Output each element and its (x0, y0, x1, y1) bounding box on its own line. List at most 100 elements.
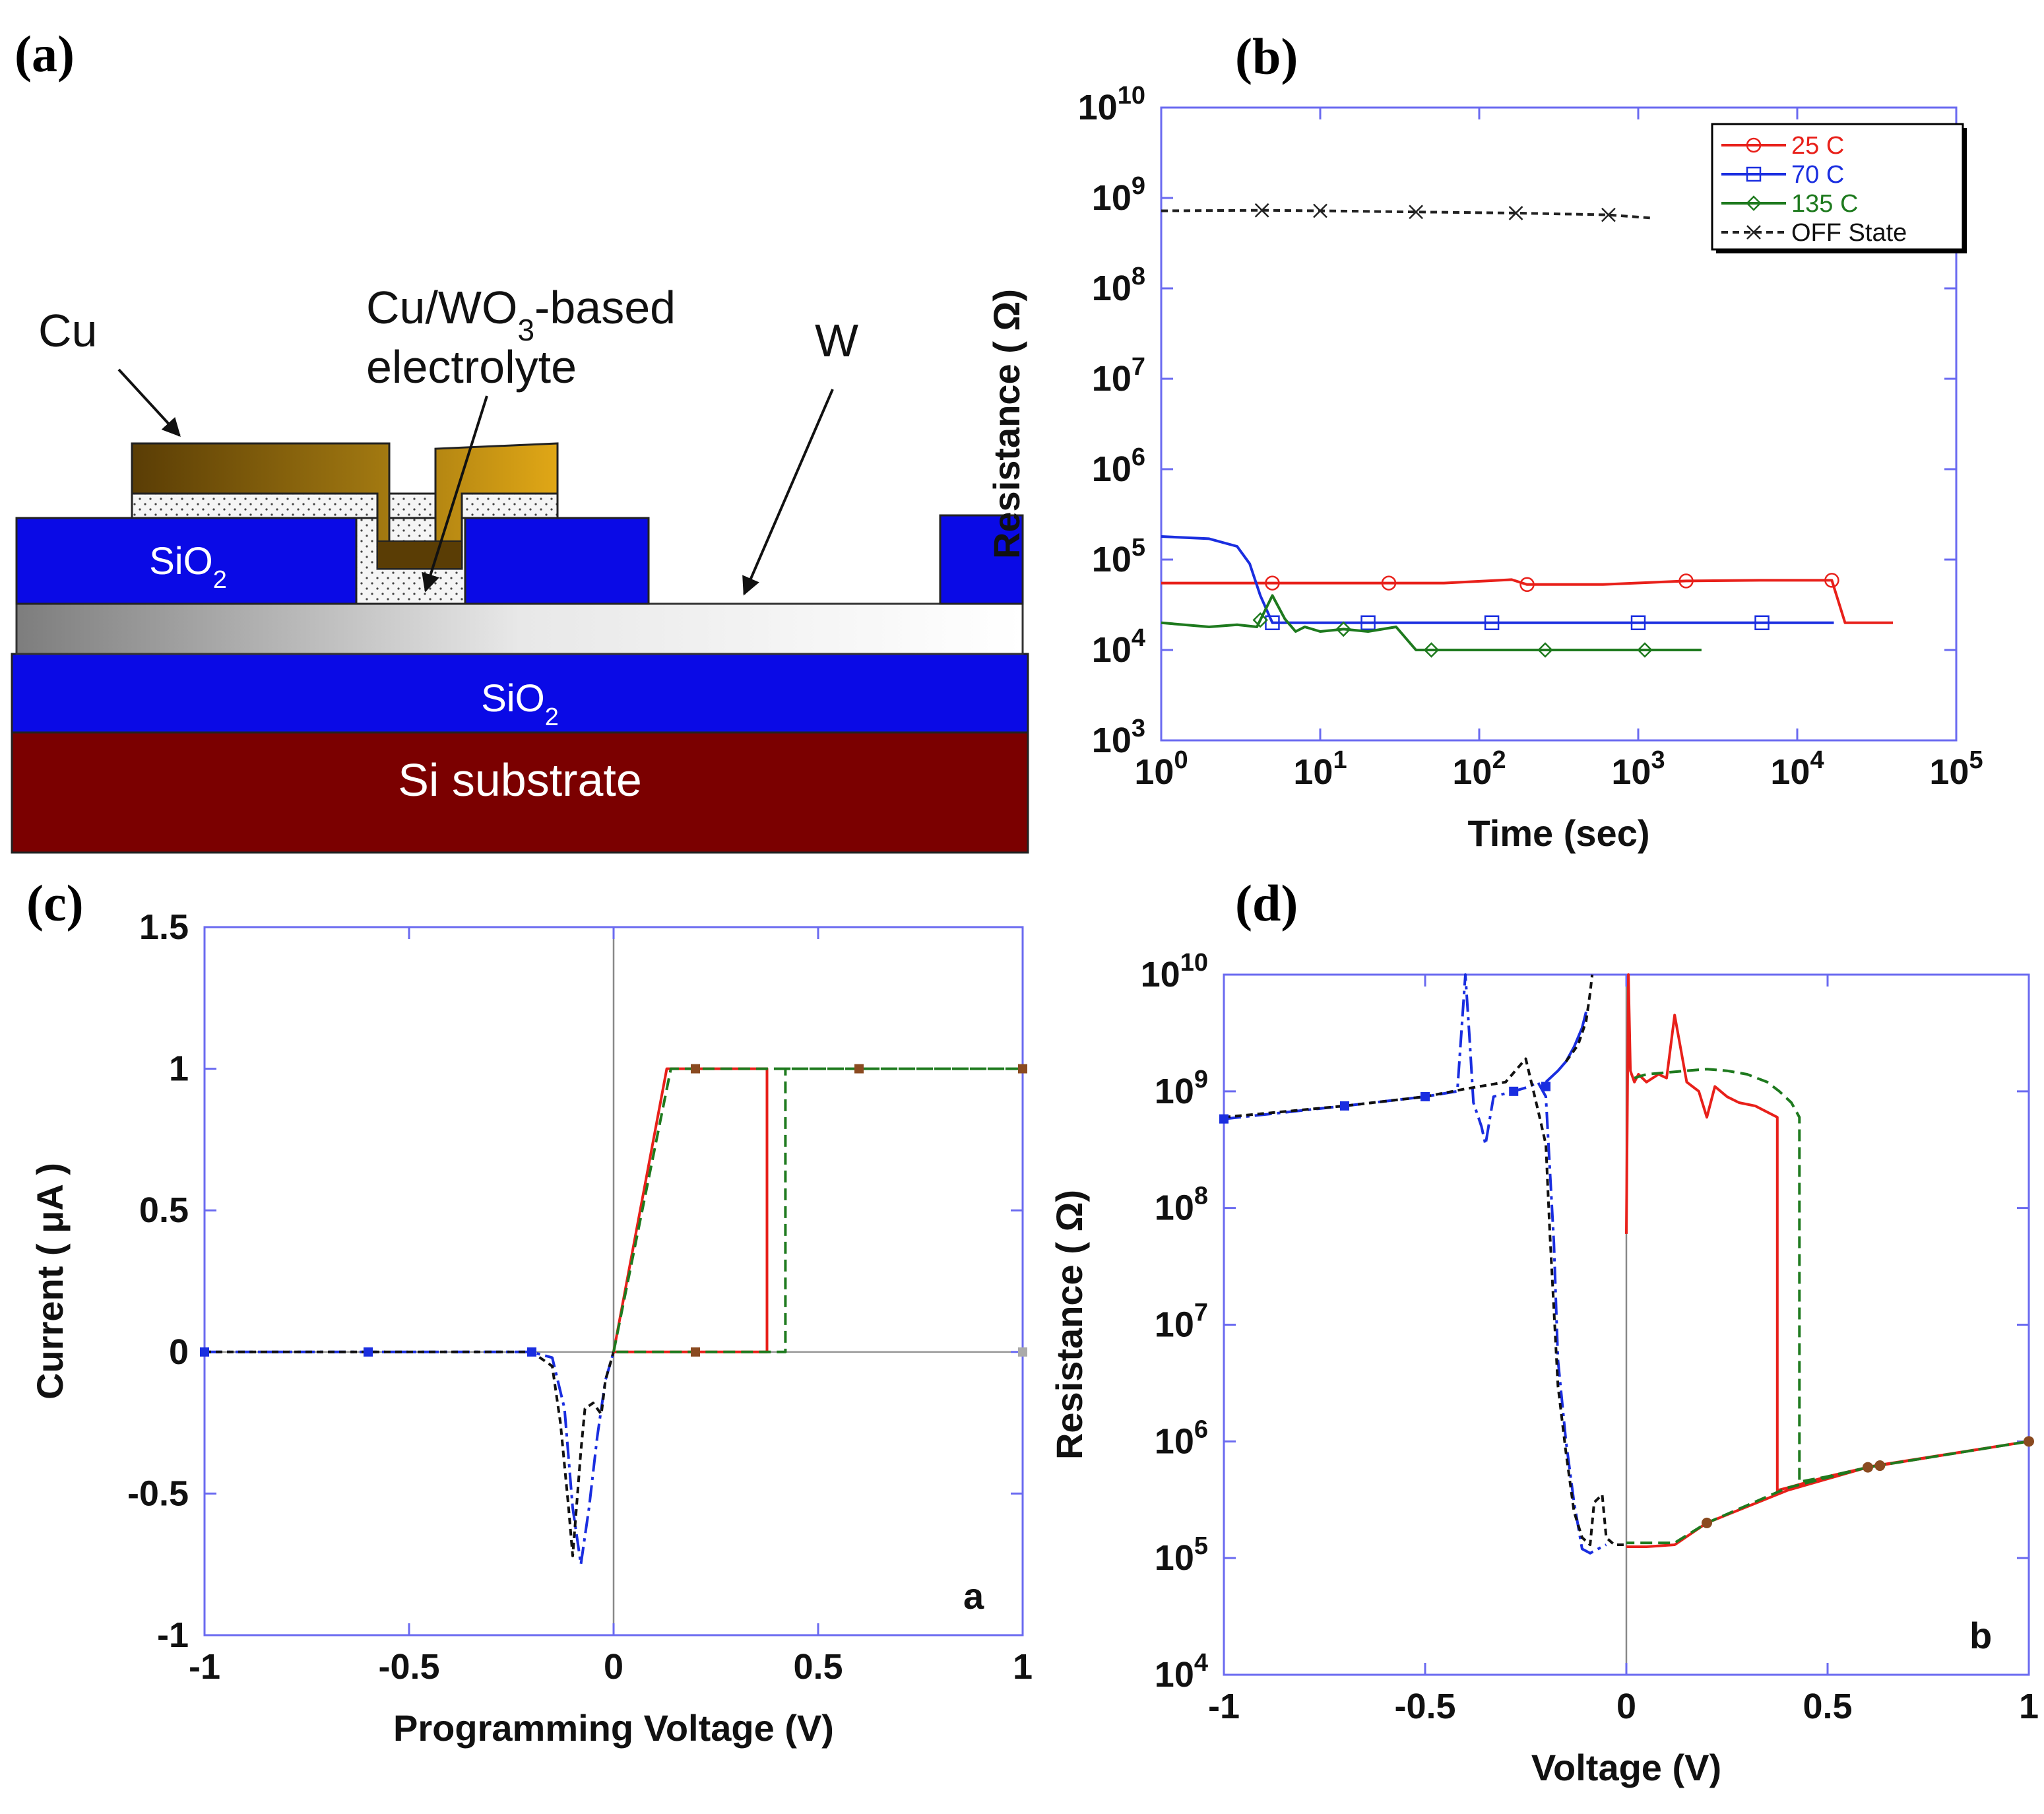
y-tick-label: 106 (1155, 1415, 1208, 1461)
legend-label-0: 25 C (1791, 132, 1844, 160)
y-tick-label: -0.5 (127, 1474, 189, 1513)
y-tick-label: 104 (1092, 624, 1145, 670)
y-tick-label: 105 (1155, 1532, 1208, 1578)
sio2-top-right-block (939, 514, 1024, 605)
series-marker-0 (1265, 575, 1280, 591)
si-substrate-layer (11, 731, 1029, 854)
y-tick-label: 104 (1155, 1649, 1208, 1695)
series-marker-3 (1254, 203, 1269, 218)
electrolyte-arrow (422, 395, 488, 593)
y-tick-label: 105 (1092, 534, 1145, 579)
series-line-4 (1625, 973, 2030, 1548)
plot-frame (1160, 106, 1958, 742)
legend-label-1: 70 C (1791, 161, 1844, 189)
legend-marker-3 (1746, 225, 1761, 240)
series-marker-2 (1252, 612, 1268, 628)
x-axis-label: Programming Voltage (V) (393, 1707, 834, 1749)
legend-marker-2 (1746, 195, 1762, 211)
x-tick-label: 102 (1452, 746, 1506, 792)
data-point-marker (691, 1347, 700, 1357)
panel-c-label: (c) (26, 874, 84, 932)
data-point-marker (1874, 1460, 1886, 1472)
series-marker-1 (1265, 615, 1280, 631)
y-tick-label: 108 (1155, 1182, 1208, 1228)
y-tick-label: -1 (157, 1615, 189, 1655)
y-tick-label: 107 (1155, 1299, 1208, 1345)
y-tick-label: 109 (1092, 172, 1145, 218)
panel-b-label: (b) (1235, 28, 1298, 85)
series-marker-0 (1678, 573, 1694, 589)
panel-d-label: (d) (1235, 874, 1298, 932)
data-point-marker (364, 1347, 373, 1357)
sio2-top-left-block (15, 517, 358, 605)
x-tick-label: -1 (1208, 1687, 1240, 1726)
series-marker-1 (1360, 615, 1376, 631)
x-tick-label: 0.5 (1803, 1687, 1852, 1726)
legend-marker-1 (1746, 166, 1762, 182)
y-tick-label: 1 (169, 1049, 189, 1089)
panel-d: (d) 104 105 106 107 108 109 1010 -1 -0.5 0 0.5 1 Vol… (1048, 874, 2039, 1788)
sio2-top-middle-block (464, 517, 650, 605)
data-point-marker (527, 1347, 536, 1357)
data-point-marker (1421, 1091, 1430, 1101)
sio2-bottom-layer (11, 653, 1029, 734)
x-tick-label: 105 (1929, 746, 1983, 792)
series-marker-3 (1508, 206, 1523, 220)
data-point-marker (2024, 1436, 2034, 1447)
y-tick-label: 108 (1092, 263, 1145, 308)
x-axis-label: Voltage (V) (1531, 1747, 1721, 1788)
w-layer (15, 602, 1024, 655)
series-line-5 (1626, 1068, 2030, 1545)
series-line-3 (1161, 209, 1651, 220)
y-tick-label: 1010 (1141, 949, 1208, 994)
y-tick-label: 107 (1092, 353, 1145, 399)
sio2-top-label: SiO2 (149, 540, 227, 594)
y-tick-label: 0.5 (139, 1190, 189, 1230)
series-line-2 (612, 1067, 769, 1353)
y-tick-label: 1010 (1078, 82, 1145, 127)
series-line-2 (1161, 594, 1702, 651)
electrolyte-label-line2: electrolyte (366, 341, 577, 393)
chart-b: 103 104 105 106 107 108 109 1010 100 101 102 103 104… (986, 82, 1983, 854)
sio2-bottom-label: SiO2 (481, 677, 559, 731)
data-point-marker (1018, 1347, 1027, 1357)
series-marker-3 (1601, 207, 1616, 222)
data-point-marker (1702, 1517, 1712, 1528)
y-axis-label: Resistance ( Ω) (1048, 1190, 1090, 1460)
x-tick-label: 1 (2019, 1687, 2039, 1726)
panel-c: (c) -1 -0.5 0 0.5 1 1.5 -1 -0.5 0 0.5 1 Programming… (26, 874, 1033, 1749)
series-marker-2 (1637, 642, 1653, 658)
panel-annotation: a (963, 1575, 984, 1617)
w-arrow (742, 389, 834, 596)
series-line-3 (1564, 974, 1594, 1062)
legend-label-2: 135 C (1791, 190, 1858, 218)
series-marker-1 (1630, 615, 1646, 631)
y-tick-label: 109 (1155, 1066, 1208, 1111)
series-marker-3 (1409, 205, 1423, 220)
data-point-marker (854, 1064, 864, 1074)
series-line-3 (612, 1067, 1024, 1353)
data-point-marker (691, 1064, 700, 1074)
series-marker-0 (1519, 577, 1535, 593)
x-tick-label: 0.5 (793, 1647, 843, 1687)
x-tick-label: 1 (1013, 1647, 1033, 1687)
series-line-0 (1223, 973, 1607, 1555)
x-axis-label: Time (sec) (1468, 812, 1650, 854)
y-tick-label: 1.5 (139, 907, 189, 947)
data-point-marker (1340, 1101, 1349, 1111)
w-label: W (815, 315, 858, 366)
panel-a-label: (a) (15, 25, 75, 82)
y-tick-label: 0 (169, 1332, 189, 1372)
y-tick-label: 106 (1092, 443, 1145, 489)
cu-electrode-plug (377, 540, 463, 569)
cu-arrow (117, 368, 181, 437)
legend-marker-0 (1746, 137, 1762, 153)
x-tick-label: 104 (1770, 746, 1824, 792)
series-line-0 (205, 1350, 615, 1566)
series-line-1 (1161, 535, 1834, 624)
series-marker-2 (1537, 642, 1553, 658)
series-line-1 (205, 1350, 615, 1557)
data-point-marker (200, 1347, 209, 1357)
